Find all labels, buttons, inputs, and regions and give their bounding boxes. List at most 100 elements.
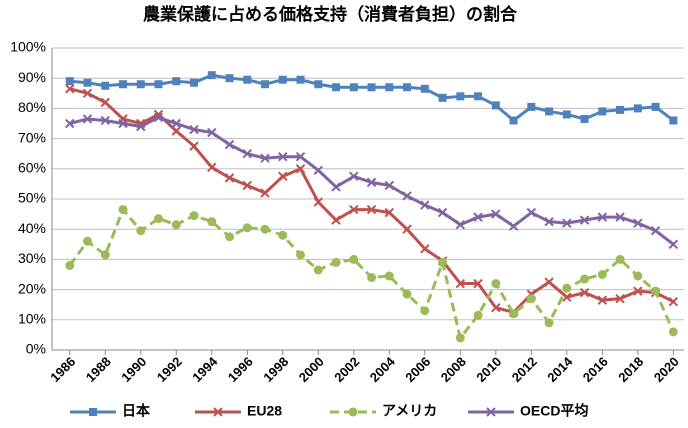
y-tick-label: 100%: [10, 39, 46, 55]
marker: [65, 77, 74, 86]
legend-label: OECD平均: [520, 403, 588, 419]
marker: [65, 118, 75, 129]
marker: [190, 78, 199, 87]
y-tick-label: 0%: [26, 341, 46, 357]
marker: [225, 232, 235, 242]
marker: [579, 287, 590, 298]
marker: [207, 127, 217, 138]
x-tick-label: 1996: [225, 354, 256, 385]
marker: [136, 80, 145, 89]
marker: [154, 80, 163, 89]
marker: [367, 83, 376, 92]
marker: [473, 278, 483, 289]
marker: [153, 112, 164, 123]
marker: [509, 309, 519, 319]
marker: [402, 289, 412, 299]
marker: [296, 75, 305, 84]
legend-item: アメリカ: [330, 403, 437, 419]
marker: [136, 226, 146, 236]
marker: [402, 191, 412, 201]
x-tick-label: 2000: [296, 354, 327, 385]
marker: [668, 239, 679, 250]
marker: [242, 223, 252, 233]
marker: [242, 148, 252, 159]
marker: [171, 126, 181, 136]
marker: [349, 83, 358, 92]
marker: [278, 152, 288, 162]
marker: [278, 171, 288, 182]
marker: [154, 214, 164, 224]
marker: [562, 292, 572, 302]
marker: [491, 101, 500, 110]
marker: [526, 207, 537, 218]
marker: [615, 293, 625, 304]
marker: [189, 211, 199, 221]
marker: [313, 165, 323, 176]
marker: [296, 250, 306, 260]
marker: [331, 215, 341, 225]
marker: [456, 92, 465, 101]
marker: [348, 407, 358, 417]
y-tick-label: 60%: [18, 160, 46, 176]
marker: [295, 164, 306, 174]
marker: [597, 212, 608, 222]
marker: [119, 80, 128, 89]
marker: [100, 250, 110, 260]
marker: [278, 230, 288, 240]
x-tick-label: 1998: [260, 354, 291, 385]
legend-item: EU28: [195, 403, 282, 419]
marker: [189, 124, 199, 135]
marker: [349, 204, 359, 215]
marker: [349, 171, 359, 182]
marker: [82, 88, 93, 99]
marker: [420, 200, 430, 210]
series-line: [69, 115, 675, 246]
y-tick-label: 20%: [18, 280, 46, 296]
marker: [295, 152, 306, 162]
marker: [633, 271, 643, 281]
marker: [545, 107, 554, 116]
marker: [562, 218, 572, 228]
marker: [438, 257, 448, 267]
marker: [366, 204, 377, 215]
marker: [597, 295, 608, 305]
marker: [455, 333, 465, 343]
marker: [83, 78, 92, 87]
x-tick-label: 2004: [367, 353, 399, 385]
marker: [384, 207, 395, 218]
marker: [225, 74, 234, 83]
legend-item: OECD平均: [468, 403, 588, 419]
marker: [562, 283, 572, 293]
x-tick-label: 2018: [615, 354, 646, 385]
legend-label: アメリカ: [382, 403, 437, 419]
marker: [224, 173, 235, 183]
marker: [455, 278, 466, 289]
marker: [331, 257, 341, 267]
y-tick-label: 80%: [18, 99, 46, 115]
x-tick-label: 1986: [47, 354, 78, 385]
marker: [385, 83, 394, 92]
marker: [474, 92, 483, 101]
marker: [224, 139, 235, 150]
marker: [420, 84, 429, 93]
x-tick-label: 2010: [473, 354, 504, 385]
marker: [544, 277, 554, 287]
marker: [331, 182, 341, 192]
marker: [189, 141, 199, 151]
x-tick-label: 2008: [438, 354, 469, 385]
marker: [261, 80, 270, 89]
marker: [384, 180, 395, 191]
marker: [509, 116, 518, 125]
x-tick-label: 2002: [331, 354, 362, 385]
marker: [384, 271, 394, 281]
marker: [65, 84, 75, 94]
marker: [486, 407, 496, 417]
legend-item: 日本: [70, 403, 151, 419]
marker: [260, 224, 270, 234]
marker: [615, 254, 625, 264]
y-tick-label: 40%: [18, 220, 46, 236]
marker: [668, 327, 678, 337]
marker: [100, 97, 110, 108]
y-tick-label: 10%: [18, 311, 46, 327]
marker: [420, 306, 430, 316]
